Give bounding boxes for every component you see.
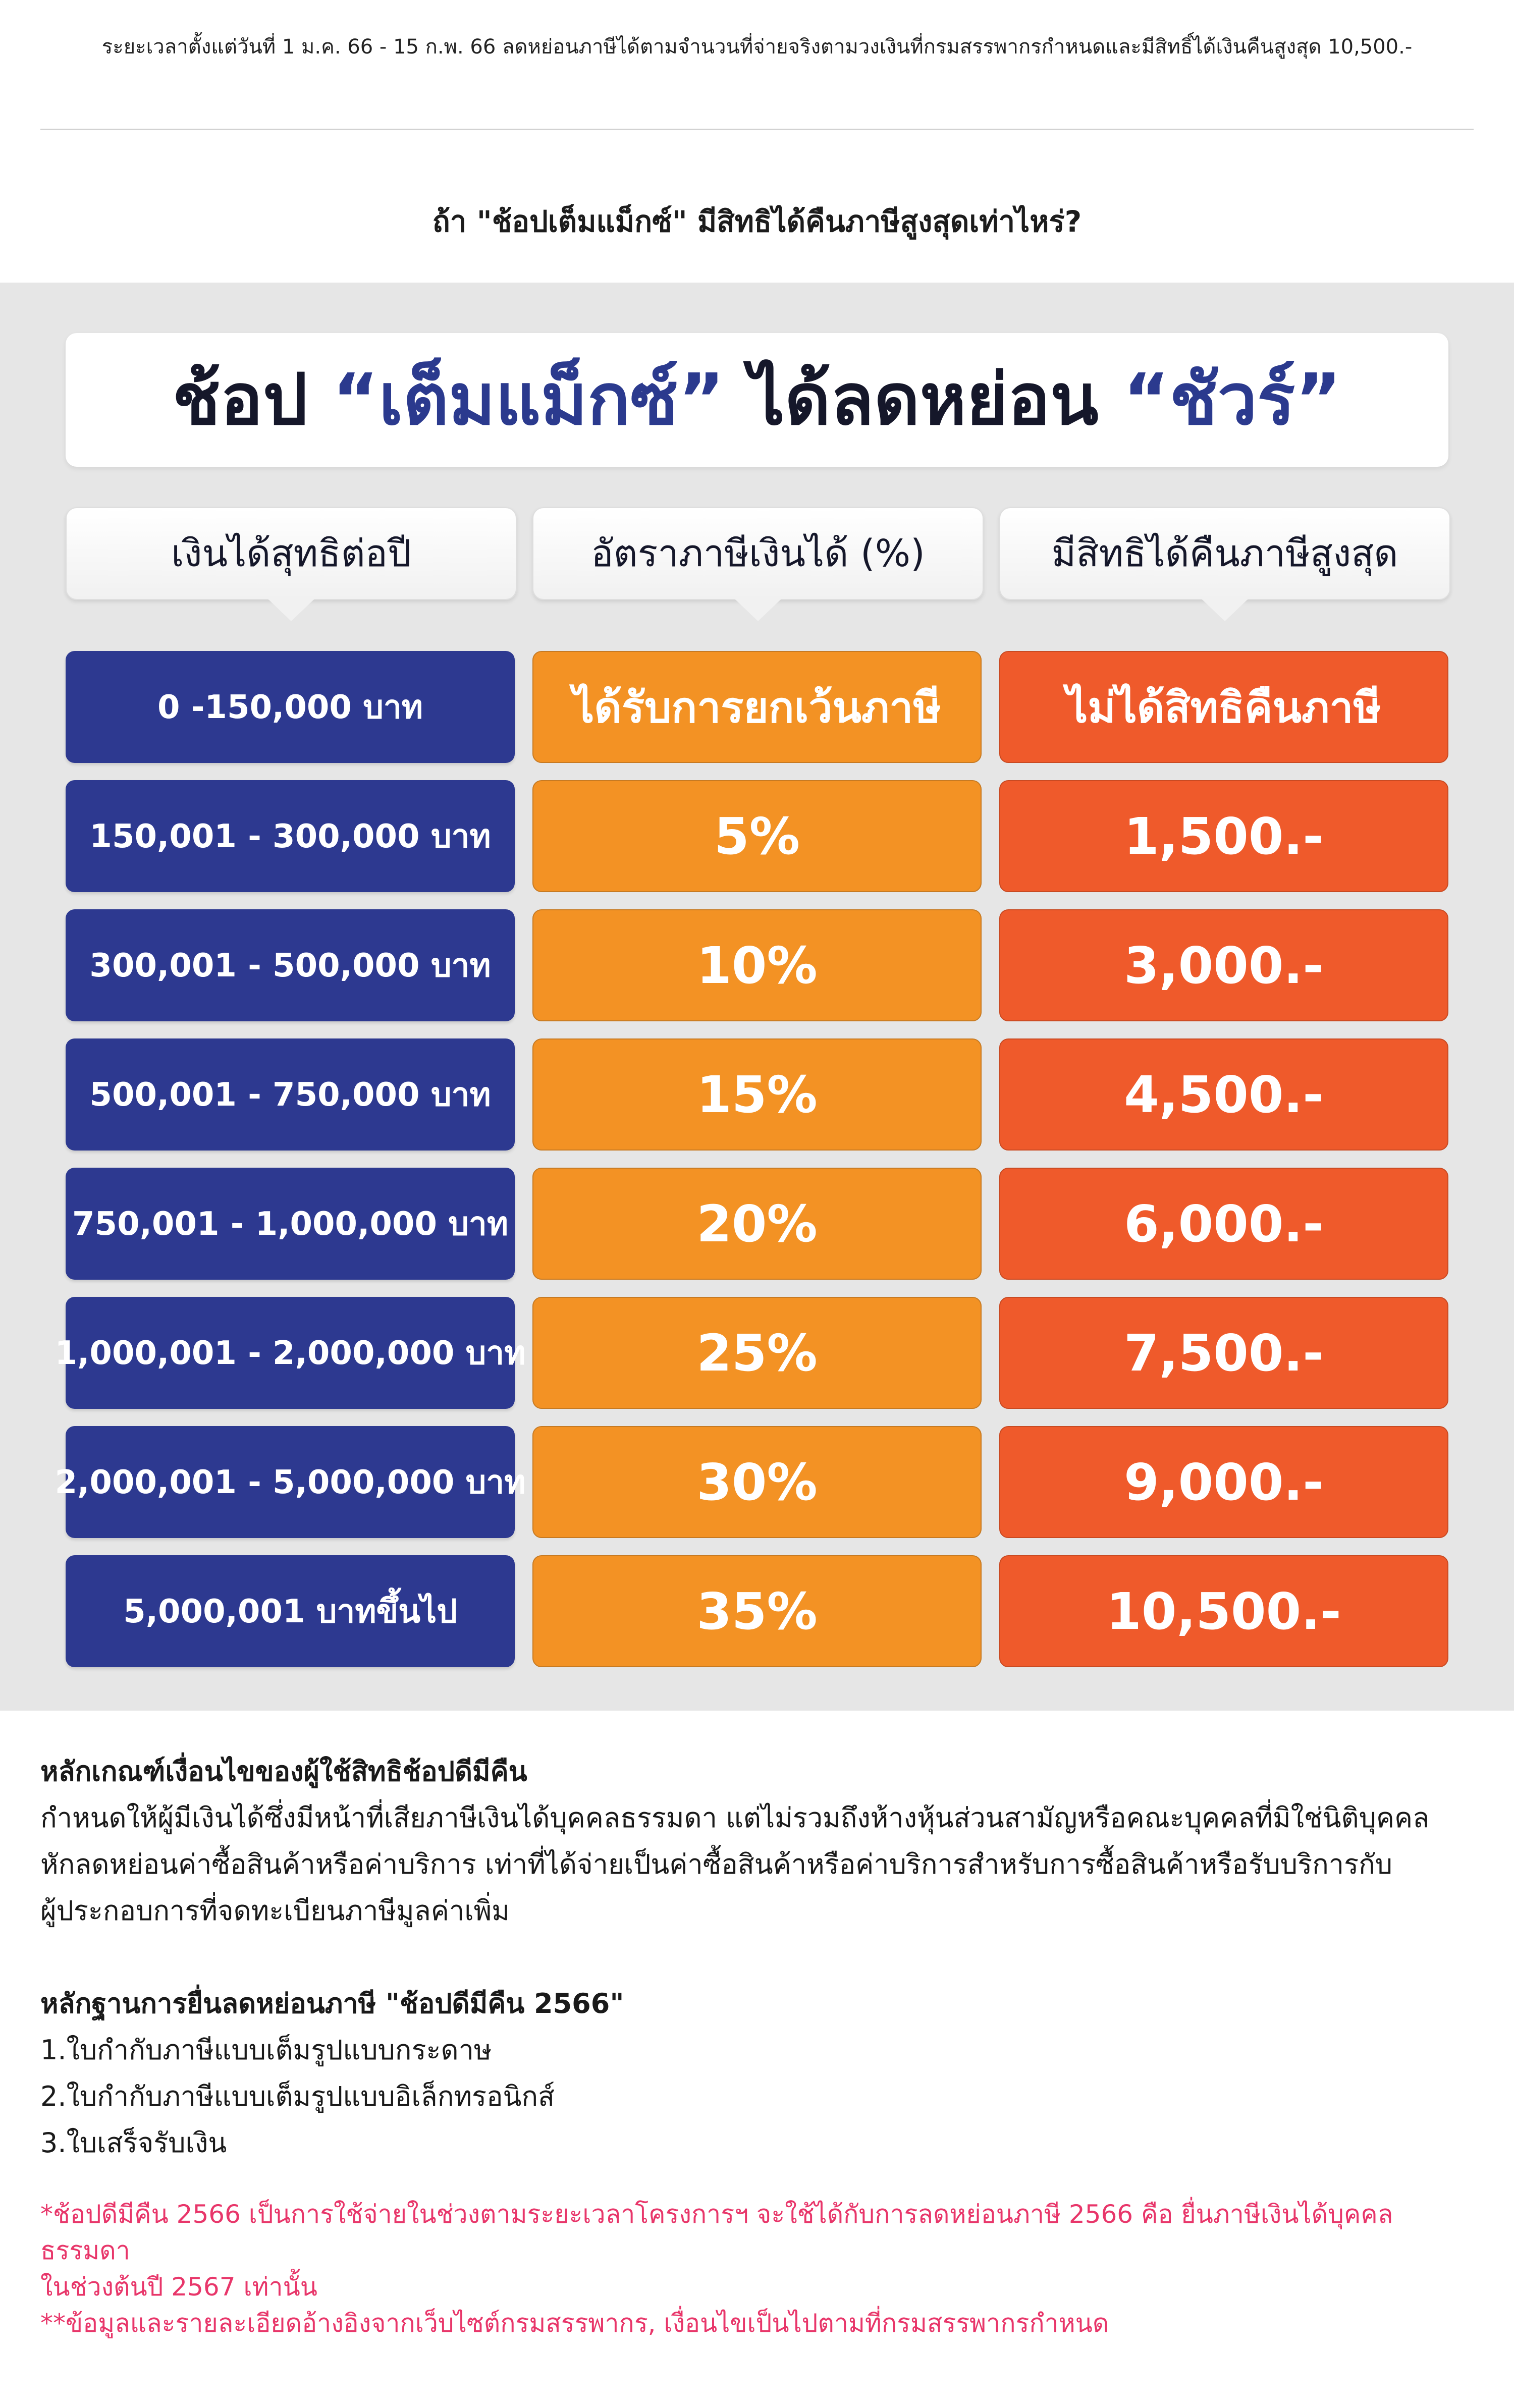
evidence-item: 3.ใบเสร็จรับเงิน bbox=[40, 2127, 227, 2159]
income-bracket: 2,000,001 - 5,000,000 บาท bbox=[55, 1426, 525, 1538]
income-bracket: 500,001 - 750,000 บาท bbox=[66, 1038, 515, 1151]
tax-refund-panel: ช้อป “เต็มแม็กซ์” ได้ลดหย่อน “ชัวร์” เงิ… bbox=[0, 283, 1514, 1711]
banner-text-2: ได้ลดหย่อน bbox=[724, 359, 1123, 441]
max-refund: 4,500.- bbox=[999, 1038, 1448, 1151]
callout-pointer bbox=[735, 599, 781, 621]
banner-accent-1: “เต็มแม็กซ์” bbox=[332, 359, 725, 441]
tax-rate: 5% bbox=[532, 780, 982, 892]
criteria-line: ผู้ประกอบการที่จดทะเบียนภาษีมูลค่าเพิ่ม bbox=[40, 1895, 510, 1927]
spacer bbox=[40, 1934, 1474, 1981]
max-refund: 7,500.- bbox=[999, 1297, 1448, 1409]
tax-rate: 10% bbox=[532, 909, 982, 1021]
column-header-income: เงินได้สุทธิต่อปี bbox=[66, 507, 517, 621]
question-heading: ถ้า "ช้อปเต็มแม็กซ์" มีสิทธิได้คืนภาษีสู… bbox=[432, 204, 1082, 239]
criteria-line: กำหนดให้ผู้มีเงินได้ซึ่งมีหน้าที่เสียภาษ… bbox=[40, 1802, 1430, 1834]
evidence-title: หลักฐานการยื่นลดหย่อนภาษี "ช้อปดีมีคืน 2… bbox=[40, 1988, 624, 2019]
evidence-item: 2.ใบกำกับภาษีแบบเต็มรูปแบบอิเล็กทรอนิกส์ bbox=[40, 2081, 555, 2112]
income-bracket: 0 -150,000 บาท bbox=[66, 651, 515, 763]
max-refund: 1,500.- bbox=[999, 780, 1448, 892]
column-header-income-label: เงินได้สุทธิต่อปี bbox=[171, 532, 411, 575]
income-bracket: 750,001 - 1,000,000 บาท bbox=[66, 1168, 515, 1280]
max-refund: 10,500.- bbox=[999, 1555, 1448, 1667]
tax-rate: 35% bbox=[532, 1555, 982, 1667]
income-bracket: 5,000,001 บาทขึ้นไป bbox=[66, 1555, 515, 1667]
criteria-line: หักลดหย่อนค่าซื้อสินค้าหรือค่าบริการ เท่… bbox=[40, 1848, 1393, 1880]
disclaimer-section: *ช้อปดีมีคืน 2566 เป็นการใช้จ่ายในช่วงตา… bbox=[40, 2196, 1474, 2341]
criteria-title: หลักเกณฑ์เงื่อนไขของผู้ใช้สิทธิช้อปดีมีค… bbox=[40, 1756, 527, 1787]
conditions-section: หลักเกณฑ์เงื่อนไขของผู้ใช้สิทธิช้อปดีมีค… bbox=[40, 1748, 1474, 2166]
evidence-item: 1.ใบกำกับภาษีแบบเต็มรูปแบบกระดาษ bbox=[40, 2034, 492, 2066]
campaign-banner: ช้อป “เต็มแม็กซ์” ได้ลดหย่อน “ชัวร์” bbox=[66, 333, 1448, 467]
promo-period-text: ระยะเวลาตั้งแต่วันที่ 1 ม.ค. 66 - 15 ก.พ… bbox=[101, 35, 1413, 59]
max-refund: 6,000.- bbox=[999, 1168, 1448, 1280]
column-header-refund-label: มีสิทธิได้คืนภาษีสูงสุด bbox=[1051, 532, 1398, 575]
tax-rate: 15% bbox=[532, 1038, 982, 1151]
income-bracket: 1,000,001 - 2,000,000 บาท bbox=[55, 1297, 525, 1409]
disclaimer-line: **ข้อมูลและรายละเอียดอ้างอิงจากเว็บไซต์ก… bbox=[40, 2309, 1109, 2338]
column-header-refund: มีสิทธิได้คืนภาษีสูงสุด bbox=[999, 507, 1450, 621]
max-refund: ไม่ได้สิทธิคืนภาษี bbox=[999, 651, 1448, 763]
divider bbox=[40, 129, 1474, 130]
max-refund: 9,000.- bbox=[999, 1426, 1448, 1538]
column-header-rate-label: อัตราภาษีเงินได้ (%) bbox=[591, 532, 925, 575]
tax-rate: 20% bbox=[532, 1168, 982, 1280]
banner-text-1: ช้อป bbox=[172, 359, 333, 441]
disclaimer-line: ในช่วงต้นปี 2567 เท่านั้น bbox=[40, 2272, 317, 2302]
column-header-rate: อัตราภาษีเงินได้ (%) bbox=[532, 507, 984, 621]
max-refund: 3,000.- bbox=[999, 909, 1448, 1021]
tax-rate: 25% bbox=[532, 1297, 982, 1409]
callout-pointer bbox=[1202, 599, 1248, 621]
disclaimer-line: *ช้อปดีมีคืน 2566 เป็นการใช้จ่ายในช่วงตา… bbox=[40, 2200, 1393, 2265]
tax-rate: 30% bbox=[532, 1426, 982, 1538]
tax-rate: ได้รับการยกเว้นภาษี bbox=[532, 651, 982, 763]
income-bracket: 300,001 - 500,000 บาท bbox=[66, 909, 515, 1021]
callout-pointer bbox=[268, 599, 314, 621]
income-bracket: 150,001 - 300,000 บาท bbox=[66, 780, 515, 892]
banner-accent-2: “ชัวร์” bbox=[1123, 359, 1342, 441]
